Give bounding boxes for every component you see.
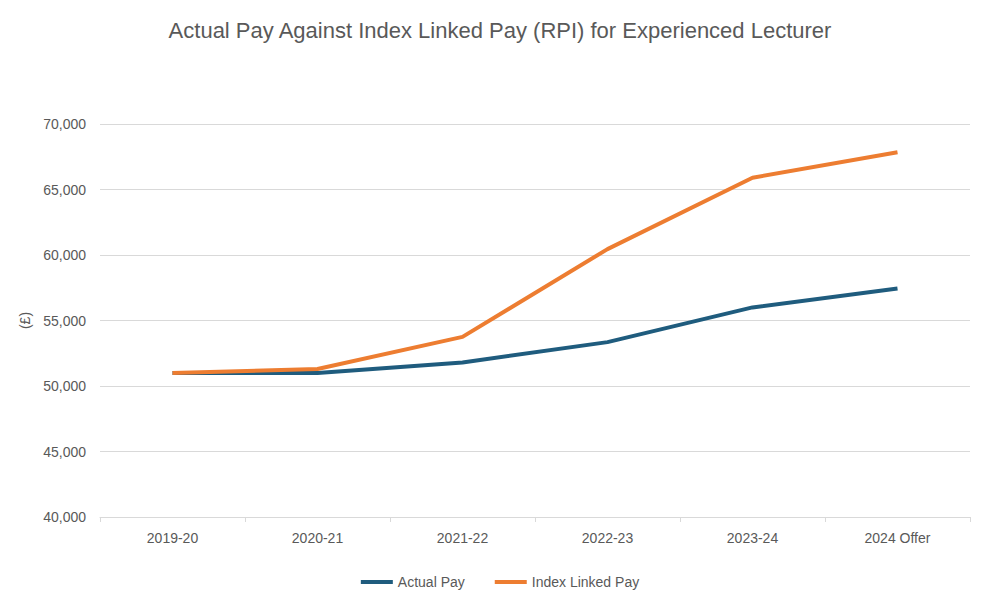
svg-text:50,000: 50,000 — [43, 378, 86, 394]
svg-text:2024 Offer: 2024 Offer — [865, 530, 931, 546]
svg-text:2021-22: 2021-22 — [437, 530, 489, 546]
svg-text:Index Linked Pay: Index Linked Pay — [532, 574, 639, 590]
svg-text:2019-20: 2019-20 — [147, 530, 199, 546]
svg-text:55,000: 55,000 — [43, 313, 86, 329]
svg-text:70,000: 70,000 — [43, 116, 86, 132]
svg-text:60,000: 60,000 — [43, 247, 86, 263]
svg-text:Actual Pay: Actual Pay — [398, 574, 465, 590]
svg-text:65,000: 65,000 — [43, 182, 86, 198]
svg-text:2020-21: 2020-21 — [292, 530, 344, 546]
svg-text:45,000: 45,000 — [43, 444, 86, 460]
svg-text:(£): (£) — [17, 312, 33, 329]
svg-text:Actual Pay Against Index Linke: Actual Pay Against Index Linked Pay (RPI… — [169, 18, 832, 43]
svg-text:40,000: 40,000 — [43, 509, 86, 525]
svg-text:2023-24: 2023-24 — [727, 530, 779, 546]
svg-text:2022-23: 2022-23 — [582, 530, 634, 546]
